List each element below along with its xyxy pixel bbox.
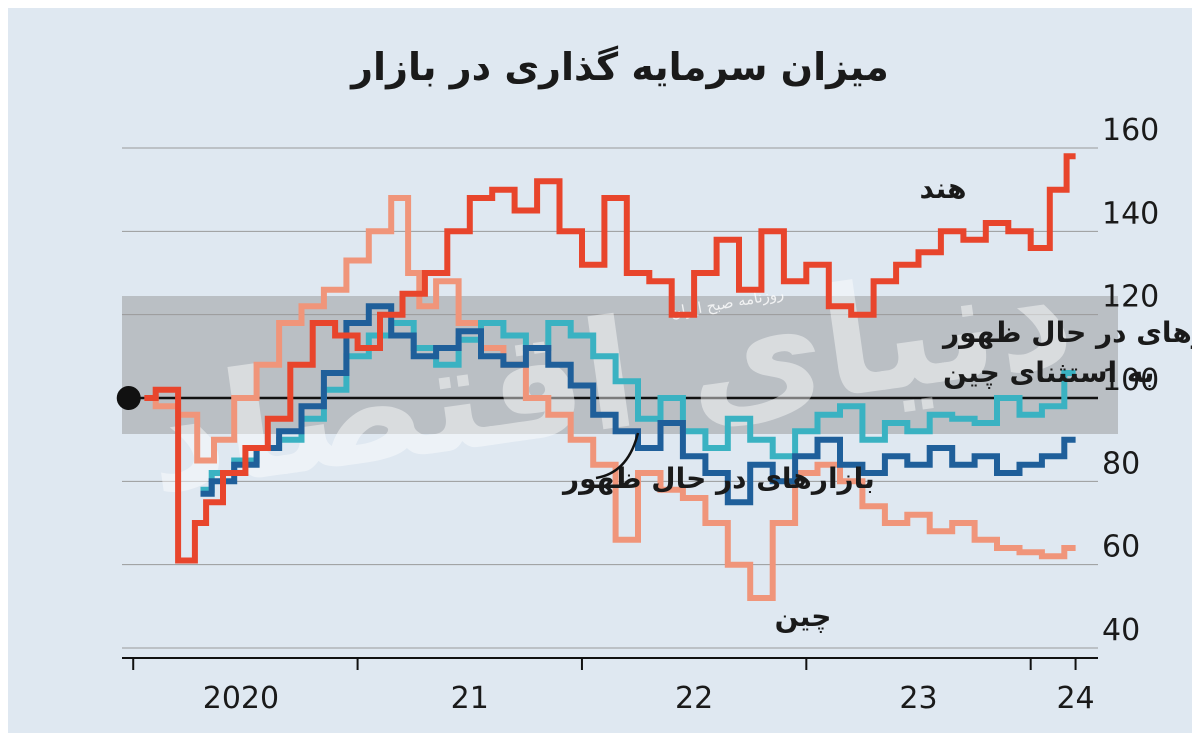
x-tick-label: 2020 — [203, 681, 279, 716]
chart-title: میزان سرمایه گذاری در بازار — [349, 45, 889, 89]
y-tick-label: 120 — [1102, 280, 1159, 315]
series-line — [144, 153, 1076, 564]
gridlines — [122, 147, 1098, 649]
label-india: هند — [919, 172, 966, 205]
start-point-marker — [116, 386, 141, 410]
y-tick-label: 40 — [1102, 613, 1140, 648]
series-line — [144, 195, 1076, 601]
x-tick-label: 24 — [1056, 681, 1094, 716]
x-tick-label: 23 — [899, 681, 937, 716]
chart-container: 40 60 80 100 120 140 160 دنیای اقتصاد روزنامه … — [8, 8, 1192, 733]
y-tick-label: 80 — [1102, 446, 1140, 481]
series-line — [200, 303, 1076, 506]
series-lines — [144, 153, 1076, 601]
y-tick-label: 160 — [1102, 113, 1159, 148]
label-em-leader — [595, 432, 640, 480]
x-tick-label: 21 — [451, 681, 489, 716]
label-em: بازارهای در حال ظهور — [561, 462, 875, 495]
x-axis-ticks: 2020 21 22 23 24 — [132, 658, 1095, 716]
y-axis-ticks: 40 60 80 100 120 140 160 — [1102, 113, 1159, 648]
label-em-ex-china-line1: بازارهای در حال ظهور — [941, 316, 1192, 349]
label-em-ex-china-line2: به استثنای چین — [943, 356, 1154, 389]
label-china: چین — [775, 600, 832, 633]
x-tick-label: 22 — [675, 681, 713, 716]
y-tick-label: 140 — [1102, 196, 1159, 231]
y-tick-label: 60 — [1102, 530, 1140, 565]
y-tick-label: 100 — [1102, 363, 1159, 398]
